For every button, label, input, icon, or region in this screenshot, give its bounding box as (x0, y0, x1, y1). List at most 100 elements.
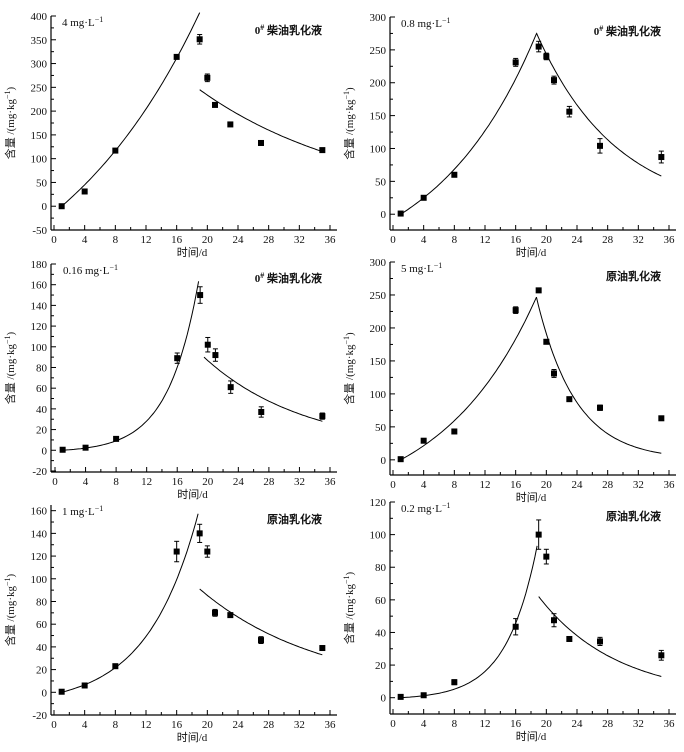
x-tick-label: 0 (51, 719, 57, 731)
y-tick-label: 300 (31, 59, 48, 71)
concentration-value: 5 mg·L (401, 263, 434, 275)
concentration-value: 4 mg·L (62, 17, 95, 29)
concentration-value: 0.8 mg·L (401, 18, 442, 30)
data-point (227, 121, 234, 128)
y-axis-label-main: 含量 /(mg·kg (3, 586, 17, 647)
x-tick-label: 28 (602, 479, 614, 491)
x-tick-label: 32 (294, 234, 305, 246)
y-tick-label: 150 (31, 130, 48, 142)
y-axis-label-main: 含量 /(mg·kg (342, 99, 356, 160)
data-point (319, 147, 326, 154)
y-axis-label-exp: −1 (342, 575, 351, 584)
chart-panel-2: 0 4 8 12 16 20 24 28 32 36 0 50 100 150 200 250 300 时间/d 含… (342, 12, 676, 259)
data-point (451, 679, 458, 686)
emulsion-prefix: 0 (255, 25, 261, 37)
y-axis-label-end: ) (344, 332, 356, 336)
y-tick-label: 0 (42, 687, 48, 699)
data-point (112, 663, 119, 670)
y-tick-label: 100 (370, 530, 387, 542)
y-tick-label: 120 (31, 321, 48, 333)
y-tick-label: 40 (375, 627, 387, 639)
y-tick-label: 200 (370, 78, 387, 90)
data-point (551, 370, 557, 377)
y-tick-label: 0 (381, 693, 387, 705)
x-tick-label: 28 (263, 719, 275, 731)
data-point (258, 408, 265, 415)
emulsion-name: 柴油乳化液 (264, 23, 323, 37)
emulsion-prefix: 0 (594, 26, 600, 38)
data-point (113, 435, 120, 442)
y-axis-label-end: ) (344, 87, 356, 91)
chart-panel-5: 0 4 8 12 16 20 24 28 32 36 -20 0 20 40 60 80 100 120 140 16… (3, 504, 337, 744)
y-axis-label: 含量 /(mg·kg−1) (342, 571, 356, 644)
concentration-label: 0.8 mg·L−1 (401, 16, 450, 30)
x-tick-label: 20 (541, 718, 553, 730)
y-tick-label: 50 (36, 177, 48, 189)
x-tick-label: 36 (325, 234, 337, 246)
x-axis-label: 时间/d (177, 488, 208, 501)
x-tick-label: 20 (202, 234, 214, 246)
y-tick-label: 60 (36, 619, 48, 631)
x-axis-label: 时间/d (516, 730, 547, 743)
y-axis-label: 含量 /(mg·kg−1) (342, 87, 356, 160)
concentration-label: 0.16 mg·L−1 (63, 263, 118, 277)
chart-panel-4: 0 4 8 12 16 20 24 28 32 36 0 50 100 150 200 250 300 时间/d 含… (342, 257, 676, 504)
x-tick-label: 16 (510, 479, 522, 491)
y-tick-label: 400 (31, 11, 48, 23)
emulsion-name: 原油乳化液 (606, 269, 662, 283)
x-tick-label: 16 (510, 234, 522, 246)
y-tick-label: 0 (381, 209, 387, 221)
data-point (204, 548, 211, 555)
concentration-value: 0.2 mg·L (401, 503, 442, 515)
y-tick-label: 120 (31, 551, 48, 563)
x-tick-label: 0 (52, 476, 58, 488)
x-tick-label: 8 (113, 234, 119, 246)
data-point (204, 341, 211, 348)
data-point (319, 413, 326, 420)
data-point (512, 307, 519, 314)
data-point (173, 548, 180, 555)
y-tick-label: -20 (32, 466, 47, 478)
x-tick-label: 28 (263, 234, 275, 246)
x-tick-label: 12 (141, 476, 152, 488)
y-tick-label: 20 (36, 665, 48, 677)
x-tick-label: 0 (390, 718, 396, 730)
data-point (212, 609, 218, 616)
y-tick-label: 100 (31, 342, 48, 354)
x-axis-label: 时间/d (177, 246, 208, 259)
x-tick-label: 4 (421, 234, 427, 246)
y-axis-label-end: ) (5, 573, 17, 577)
data-point (535, 287, 542, 294)
y-axis-label-main: 含量 /(mg·kg (342, 584, 356, 645)
data-point (658, 652, 665, 659)
concentration-exp: −1 (442, 16, 451, 25)
concentration-exp: −1 (442, 501, 451, 510)
x-tick-label: 12 (480, 479, 491, 491)
y-tick-label: 0 (381, 455, 387, 467)
data-point (397, 210, 404, 217)
x-axis-label: 时间/d (177, 731, 208, 744)
x-tick-label: 36 (664, 479, 676, 491)
x-tick-label: 24 (572, 479, 584, 491)
y-axis-label: 含量 /(mg·kg−1) (342, 332, 356, 405)
data-point (227, 384, 234, 391)
data-point (543, 338, 550, 345)
y-tick-label: 250 (370, 45, 387, 57)
x-axis-label: 时间/d (516, 491, 547, 504)
x-tick-label: 12 (480, 234, 491, 246)
emulsion-label: 原油乳化液 (267, 512, 323, 526)
depuration-fit-curve (199, 588, 323, 656)
depuration-fit-curve (538, 596, 662, 677)
data-point (227, 612, 234, 619)
y-tick-label: 20 (36, 425, 48, 437)
y-tick-label: 60 (36, 383, 48, 395)
x-tick-label: 8 (113, 719, 119, 731)
uptake-fit-curve (400, 545, 538, 699)
data-point (566, 396, 573, 403)
data-point (174, 355, 181, 362)
y-axis-label-exp: −1 (3, 335, 12, 344)
data-point (566, 635, 573, 642)
data-point (59, 446, 66, 453)
concentration-label: 5 mg·L−1 (401, 261, 442, 275)
